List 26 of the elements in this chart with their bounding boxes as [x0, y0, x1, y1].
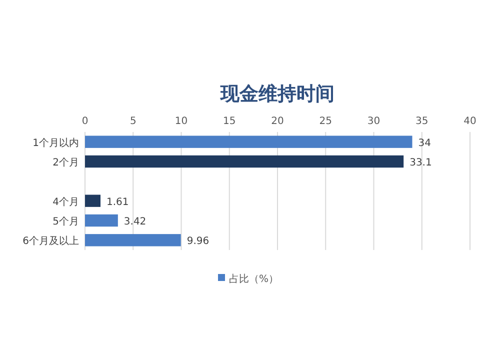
y-tick-label: 6个月及以上	[22, 235, 79, 248]
y-tick-label: 4个月	[52, 196, 79, 208]
data-label: 3.42	[124, 216, 146, 228]
data-label: 34	[418, 138, 431, 149]
bar	[85, 214, 118, 227]
bar	[85, 234, 181, 246]
data-label: 1.61	[106, 196, 129, 208]
y-tick-label: 1个月以内	[32, 136, 79, 149]
x-tick-label: 0	[82, 116, 88, 127]
x-tick-label: 30	[367, 116, 380, 127]
bar	[85, 194, 100, 207]
x-tick-label: 35	[416, 116, 428, 127]
x-tick-label: 5	[130, 116, 136, 127]
x-tick-label: 25	[319, 116, 332, 127]
legend-label: 占比（%）	[229, 273, 279, 285]
bar	[85, 136, 412, 148]
y-tick-label: 5个月	[52, 216, 79, 228]
x-tick-label: 10	[174, 116, 188, 127]
chart-title: 现金维持时间	[220, 83, 334, 105]
x-tick-label: 15	[223, 116, 236, 127]
data-label: 33.1	[410, 158, 432, 168]
x-tick-label: 20	[271, 116, 284, 127]
bar	[85, 155, 404, 168]
y-tick-label: 2个月	[52, 156, 79, 168]
data-label: 9.96	[186, 236, 210, 248]
x-tick-label: 40	[464, 116, 476, 127]
